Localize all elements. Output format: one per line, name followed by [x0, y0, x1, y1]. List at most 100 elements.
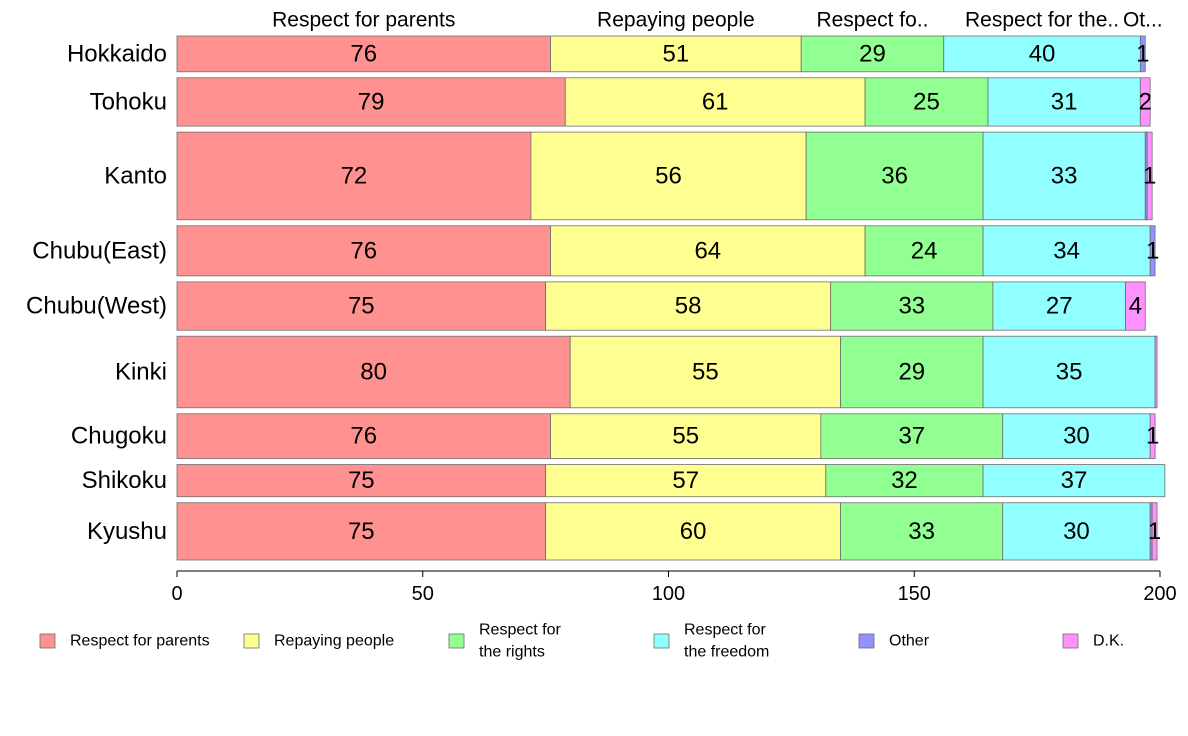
bar-segment: [982, 225, 1151, 277]
data-label: 37: [898, 423, 925, 450]
data-label: 33: [908, 518, 935, 545]
legend-item-other: Other: [858, 633, 930, 650]
legend-label: the rights: [479, 644, 545, 661]
legend: Respect for parents Repaying people Respec…: [39, 622, 1124, 661]
legend-label: Respect for: [479, 622, 561, 639]
data-label: 25: [913, 88, 940, 115]
bar-segment: [569, 335, 841, 409]
bar-row-kanto: Kanto 72 56 36 33 1: [104, 131, 1156, 221]
bar-segment: [800, 35, 945, 73]
row-label: Kanto: [104, 162, 167, 189]
top-series-label: Repaying people: [597, 9, 755, 32]
data-label: 30: [1063, 423, 1090, 450]
bar-segment: [1146, 131, 1153, 221]
data-label: 61: [702, 88, 729, 115]
data-label: 33: [898, 293, 925, 320]
bar-row-kinki: Kinki 80 55 29 35: [115, 335, 1158, 409]
bar-row-chugoku: Chugoku 76 55 37 30 1: [71, 413, 1159, 459]
x-tick-label: 150: [898, 583, 931, 605]
row-label: Tohoku: [90, 88, 167, 115]
data-label: 1: [1143, 162, 1156, 189]
bar-segment: [992, 281, 1126, 331]
legend-swatch: [858, 633, 875, 649]
data-label: 1: [1148, 518, 1161, 545]
data-label: 37: [1061, 467, 1088, 494]
bar-segment: [1002, 413, 1151, 459]
bar-segment: [982, 464, 1166, 498]
bar-segment: [830, 281, 994, 331]
data-label: 34: [1053, 237, 1080, 264]
legend-label: Repaying people: [274, 633, 394, 650]
data-label: 33: [1051, 162, 1078, 189]
bar-segment: [943, 35, 1141, 73]
legend-label: Respect for parents: [70, 633, 210, 650]
data-label: 32: [891, 467, 918, 494]
bar-segment: [1154, 335, 1158, 409]
bar-row-shikoku: Shikoku 75 57 32 37: [82, 464, 1166, 498]
data-label: 29: [859, 40, 886, 67]
bar-segment: [176, 77, 566, 127]
row-label: Kinki: [115, 359, 167, 386]
bar-row-chubu-west: Chubu(West) 75 58 33 27 4: [26, 281, 1146, 331]
bar-row-chubu-east: Chubu(East) 76 64 24 34 1: [32, 225, 1159, 277]
bar-segment: [982, 131, 1146, 221]
bar-segment: [176, 413, 551, 459]
bar-segment: [840, 335, 984, 409]
data-label: 58: [675, 293, 702, 320]
bar-segment: [1149, 413, 1156, 459]
bar-segment: [987, 77, 1141, 127]
x-tick-label: 0: [171, 583, 182, 605]
data-label: 27: [1046, 293, 1073, 320]
bar-segment: [840, 502, 1004, 561]
bar-segment: [1139, 77, 1151, 127]
x-tick-label: 100: [652, 583, 685, 605]
x-axis: 0 50 100 150 200: [171, 570, 1177, 605]
bar-segment: [1002, 502, 1151, 561]
bar-segment: [176, 335, 571, 409]
bar-segment: [1151, 502, 1158, 561]
top-series-label: Respect for the..: [965, 9, 1119, 32]
data-label: 1: [1136, 40, 1149, 67]
row-label: Chubu(East): [32, 237, 167, 264]
top-series-label: Respect for parents: [272, 9, 455, 32]
data-label: 79: [358, 88, 385, 115]
legend-swatch: [39, 633, 56, 649]
data-label: 30: [1063, 518, 1090, 545]
row-label: Hokkaido: [67, 40, 167, 67]
data-label: 72: [341, 162, 368, 189]
bar-segment: [805, 131, 984, 221]
bar-segment: [545, 281, 832, 331]
bar-row-hokkaido: Hokkaido 76 51 29 40 1: [67, 35, 1149, 73]
data-label: 51: [663, 40, 690, 67]
bar-segment: [1139, 35, 1146, 73]
legend-swatch: [653, 633, 670, 649]
legend-item-d-k: D.K.: [1062, 633, 1124, 650]
bar-segment: [825, 464, 984, 498]
data-label: 56: [655, 162, 682, 189]
data-label: 29: [898, 359, 925, 386]
legend-swatch: [1062, 633, 1079, 649]
row-label: Shikoku: [82, 467, 167, 494]
bar-segment: [864, 77, 989, 127]
legend-label: the freedom: [684, 644, 769, 661]
data-label: 1: [1146, 423, 1159, 450]
bar-segment: [820, 413, 1004, 459]
data-label: 1: [1146, 237, 1159, 264]
legend-label: D.K.: [1093, 633, 1124, 650]
data-label: 55: [672, 423, 699, 450]
top-labels: Respect for parents Repaying people Respec…: [272, 9, 1163, 32]
data-label: 2: [1139, 88, 1152, 115]
bar-row-tohoku: Tohoku 79 61 25 31 2: [90, 77, 1152, 127]
data-label: 80: [360, 359, 387, 386]
legend-label: Respect for: [684, 622, 766, 639]
row-label: Chubu(West): [26, 293, 167, 320]
row-label: Chugoku: [71, 423, 167, 450]
legend-item-respect-for-the-rights: Respect for the rights: [448, 622, 561, 661]
data-label: 64: [694, 237, 721, 264]
bar-segment: [982, 335, 1156, 409]
legend-item-repaying-people: Repaying people: [243, 633, 394, 650]
data-label: 75: [348, 293, 375, 320]
data-label: 57: [672, 467, 699, 494]
bar-segment: [1125, 281, 1146, 331]
